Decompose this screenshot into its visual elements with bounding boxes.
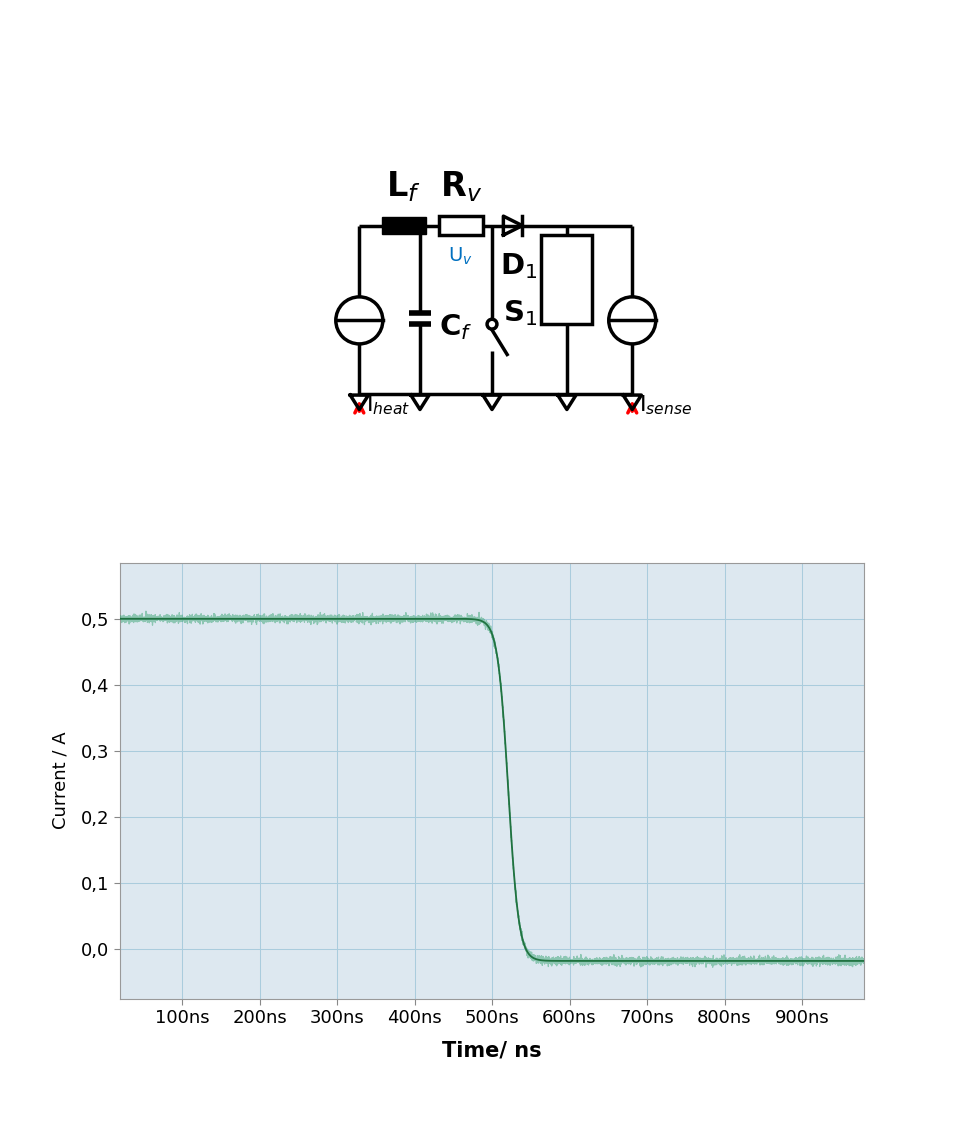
Text: D$_1$: D$_1$ [500, 251, 538, 282]
Text: I$_{heat}$: I$_{heat}$ [366, 394, 411, 417]
Bar [541, 236, 592, 324]
Text: L$_f$: L$_f$ [387, 169, 421, 203]
Text: I$_{sense}$: I$_{sense}$ [639, 394, 692, 417]
Y-axis label: Current / A: Current / A [52, 732, 70, 829]
Text: DUT: DUT [554, 249, 580, 311]
Text: C$_f$: C$_f$ [439, 312, 472, 342]
X-axis label: Time/ ns: Time/ ns [443, 1041, 541, 1061]
Text: R$_v$: R$_v$ [440, 169, 482, 203]
Bar [439, 217, 483, 236]
Text: S$_1$: S$_1$ [503, 298, 537, 328]
Text: U$_v$: U$_v$ [448, 246, 473, 267]
Bar [382, 218, 425, 234]
